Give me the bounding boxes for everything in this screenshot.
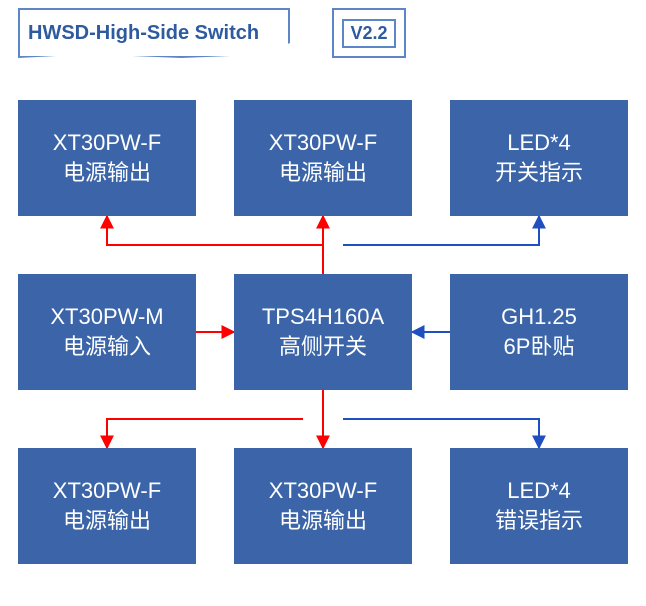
block-2-0: XT30PW-F电源输出: [18, 448, 196, 564]
block-line1: XT30PW-F: [269, 476, 377, 506]
version-text: V2.2: [342, 19, 395, 48]
block-line1: LED*4: [507, 128, 571, 158]
block-line1: XT30PW-F: [53, 128, 161, 158]
block-line1: XT30PW-F: [53, 476, 161, 506]
block-0-0: XT30PW-F电源输出: [18, 100, 196, 216]
block-line2: 电源输出: [279, 158, 367, 188]
block-line1: TPS4H160A: [262, 302, 384, 332]
block-line2: 电源输出: [63, 158, 151, 188]
block-2-1: XT30PW-F电源输出: [234, 448, 412, 564]
block-0-2: LED*4开关指示: [450, 100, 628, 216]
block-line1: XT30PW-F: [269, 128, 377, 158]
block-line2: 高侧开关: [279, 332, 367, 362]
block-0-1: XT30PW-F电源输出: [234, 100, 412, 216]
block-1-2: GH1.256P卧贴: [450, 274, 628, 390]
block-grid: XT30PW-F电源输出XT30PW-F电源输出LED*4开关指示XT30PW-…: [18, 100, 628, 564]
version-box: V2.2: [332, 8, 406, 58]
block-line2: 6P卧贴: [504, 332, 575, 362]
block-1-0: XT30PW-M电源输入: [18, 274, 196, 390]
block-line2: 电源输出: [63, 506, 151, 536]
title-text: HWSD-High-Side Switch: [28, 22, 259, 45]
block-line2: 错误指示: [495, 506, 583, 536]
block-line1: LED*4: [507, 476, 571, 506]
title-banner: HWSD-High-Side Switch: [18, 8, 290, 58]
block-line1: XT30PW-M: [50, 302, 163, 332]
block-line2: 开关指示: [495, 158, 583, 188]
block-line1: GH1.25: [501, 302, 577, 332]
block-1-1: TPS4H160A高侧开关: [234, 274, 412, 390]
block-line2: 电源输入: [63, 332, 151, 362]
block-2-2: LED*4错误指示: [450, 448, 628, 564]
block-line2: 电源输出: [279, 506, 367, 536]
